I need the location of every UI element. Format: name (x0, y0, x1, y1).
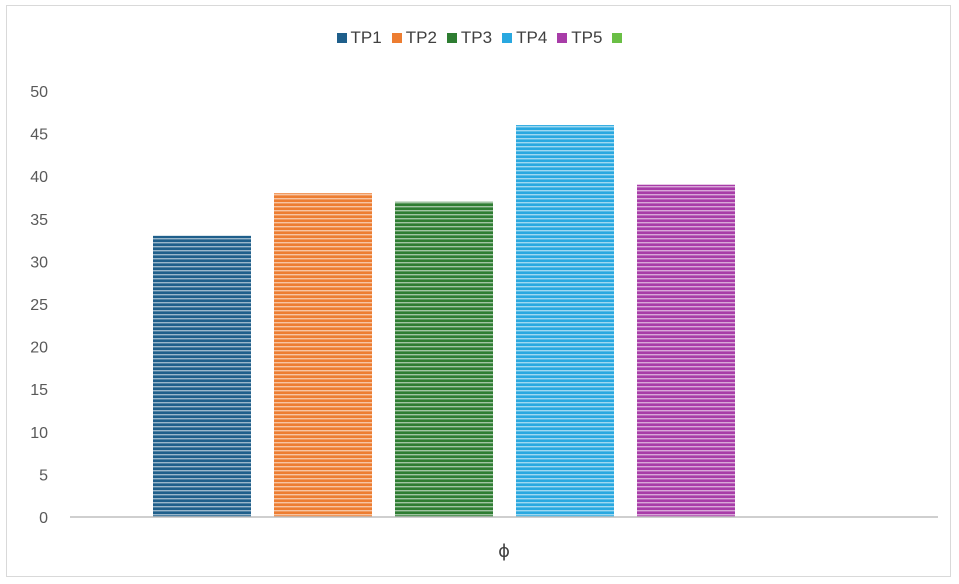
y-tick-label: 15 (30, 382, 48, 399)
y-tick-label: 10 (30, 425, 48, 442)
legend-label: TP1 (350, 28, 382, 47)
y-tick-label: 40 (30, 169, 48, 186)
chart-legend: TP1 TP2 TP3 TP4 TP5 (0, 28, 959, 48)
legend-swatch (391, 33, 402, 43)
y-axis-ticks: 0 5 10 15 20 25 30 35 40 45 50 (30, 84, 48, 527)
legend-swatch (446, 33, 457, 43)
legend-item-unnamed (612, 28, 623, 48)
legend-swatch (502, 33, 513, 43)
y-tick-label: 20 (30, 340, 48, 357)
legend-swatch (336, 33, 347, 43)
y-tick-label: 30 (30, 254, 48, 271)
legend-swatch (557, 33, 568, 43)
y-tick-label: 0 (39, 510, 48, 527)
y-tick-label: 25 (30, 297, 48, 314)
y-tick-label: 5 (39, 467, 48, 484)
x-axis-title: ϕ (498, 541, 510, 562)
bar-tp5 (637, 184, 735, 517)
y-tick-label: 35 (30, 212, 48, 229)
bar-tp2 (274, 193, 372, 518)
bar-tp1 (153, 235, 251, 517)
legend-swatch (612, 33, 623, 43)
legend-item-tp5: TP5 (557, 28, 602, 48)
legend-item-tp3: TP3 (446, 28, 493, 48)
y-tick-label: 45 (30, 127, 48, 144)
legend-label: TP4 (516, 28, 548, 47)
legend-label: TP3 (460, 28, 493, 47)
legend-item-tp2: TP2 (391, 28, 437, 48)
bars (153, 125, 735, 518)
legend-label: TP2 (405, 28, 437, 47)
y-tick-label: 50 (30, 84, 48, 101)
bar-tp3 (395, 201, 493, 517)
legend-label: TP5 (571, 28, 603, 47)
legend-item-tp4: TP4 (502, 28, 547, 48)
legend-item-tp1: TP1 (336, 28, 382, 48)
bar-tp4 (516, 125, 614, 517)
